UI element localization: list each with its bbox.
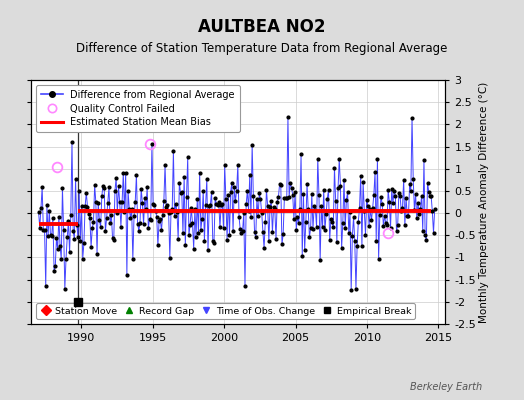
Text: AULTBEA NO2: AULTBEA NO2 <box>198 18 326 36</box>
Text: Difference of Station Temperature Data from Regional Average: Difference of Station Temperature Data f… <box>77 42 447 55</box>
Legend: Station Move, Record Gap, Time of Obs. Change, Empirical Break: Station Move, Record Gap, Time of Obs. C… <box>36 303 415 319</box>
Y-axis label: Monthly Temperature Anomaly Difference (°C): Monthly Temperature Anomaly Difference (… <box>479 81 489 323</box>
Text: Berkeley Earth: Berkeley Earth <box>410 382 482 392</box>
